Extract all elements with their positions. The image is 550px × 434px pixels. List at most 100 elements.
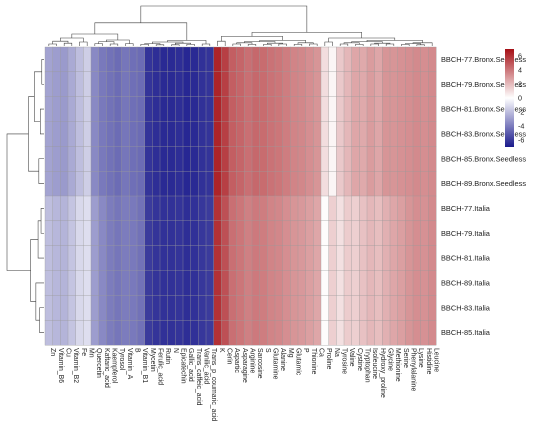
heatmap-cell <box>428 46 437 73</box>
heatmap-cell <box>382 245 391 271</box>
heatmap-cell <box>244 71 253 98</box>
column-label: K <box>218 348 225 353</box>
heatmap-cell <box>144 195 153 222</box>
heatmap-cell <box>106 121 115 147</box>
heatmap-cell <box>351 319 360 346</box>
heatmap-cell <box>159 295 169 321</box>
heatmap-cell <box>382 71 391 98</box>
heatmap-cell <box>351 170 360 197</box>
heatmap-cell <box>405 245 414 271</box>
column-label: Vitamin_B2 <box>72 348 79 383</box>
heatmap-cell <box>313 319 322 346</box>
heatmap-cell <box>190 146 199 172</box>
color-legend-tick: 0 <box>518 94 522 103</box>
heatmap-cell <box>190 319 199 346</box>
heatmap-cell <box>328 319 337 346</box>
heatmap-cell <box>397 295 406 321</box>
column-label: Vitamin_B6 <box>57 348 64 383</box>
heatmap-cell <box>190 245 199 271</box>
column-label: Fe <box>80 348 87 356</box>
dendrogram-branch <box>125 43 134 46</box>
heatmap-cell <box>144 270 153 296</box>
dendrogram-branch <box>41 59 44 85</box>
heatmap-cell <box>90 71 100 98</box>
heatmap-cell <box>328 170 337 197</box>
heatmap-cell <box>121 295 130 321</box>
heatmap-cell <box>205 220 215 247</box>
heatmap-cell <box>98 146 107 172</box>
heatmap-cell <box>121 270 130 296</box>
heatmap-cell <box>382 146 391 172</box>
heatmap-cell <box>305 121 314 147</box>
dendrogram-branch <box>79 41 88 46</box>
heatmap-cell <box>366 270 376 296</box>
heatmap-cell <box>129 170 138 197</box>
heatmap-cell <box>290 245 299 271</box>
heatmap-cell <box>182 96 192 122</box>
heatmap-cell <box>113 195 123 222</box>
heatmap-cell <box>428 245 437 271</box>
heatmap-cell <box>159 96 169 122</box>
heatmap-cell <box>397 270 406 296</box>
heatmap-cell <box>320 96 330 122</box>
heatmap-cell <box>343 170 353 197</box>
column-label: Tyrosol <box>118 348 125 371</box>
dendrogram-branch <box>39 307 44 333</box>
heatmap-cell <box>328 195 337 222</box>
heatmap-cell <box>343 220 353 247</box>
heatmap-cell <box>313 245 322 271</box>
heatmap-cell <box>67 96 77 122</box>
dendrogram-branch <box>30 239 39 302</box>
heatmap-cell <box>420 270 429 296</box>
heatmap-cell <box>121 319 130 346</box>
heatmap-cell <box>60 220 69 247</box>
heatmap-cell <box>336 195 345 222</box>
heatmap-cell <box>328 295 337 321</box>
heatmap-cell <box>405 319 414 346</box>
heatmap-cell <box>405 195 414 222</box>
heatmap-cell <box>290 170 299 197</box>
row-dendrogram <box>6 59 44 333</box>
heatmap-cell <box>175 96 184 122</box>
heatmap-cell <box>98 295 107 321</box>
heatmap-cell <box>297 46 307 73</box>
heatmap-cell <box>159 319 169 346</box>
dendrogram-branch <box>251 32 363 38</box>
heatmap-cell <box>228 220 238 247</box>
heatmap-cell <box>389 146 399 172</box>
heatmap-cell <box>75 170 84 197</box>
heatmap-cell <box>129 220 138 247</box>
heatmap-cell <box>106 46 115 73</box>
heatmap-cell <box>297 195 307 222</box>
heatmap-cell <box>106 96 115 122</box>
heatmap-cell <box>106 220 115 247</box>
heatmap-cell <box>198 71 207 98</box>
heatmap-cell <box>213 146 222 172</box>
heatmap-cell <box>290 195 299 222</box>
color-legend-tick: 6 <box>518 52 522 61</box>
heatmap-cell <box>267 46 276 73</box>
heatmap-cell <box>52 121 61 147</box>
heatmap-cell <box>67 245 77 271</box>
heatmap-cell <box>113 71 123 98</box>
heatmap-cell <box>152 146 161 172</box>
heatmap-cell <box>251 121 261 147</box>
heatmap-cell <box>382 96 391 122</box>
heatmap-cell <box>198 46 207 73</box>
heatmap-cell <box>251 270 261 296</box>
heatmap-cell <box>313 270 322 296</box>
column-label: Cystine <box>356 348 363 371</box>
heatmap-cell <box>60 170 69 197</box>
heatmap-cell <box>397 146 406 172</box>
heatmap-cell <box>420 46 429 73</box>
heatmap-cell <box>159 245 169 271</box>
heatmap-cell <box>420 195 429 222</box>
dendrogram-branch <box>385 43 395 46</box>
heatmap-cell <box>60 146 69 172</box>
heatmap-cell <box>221 170 230 197</box>
column-label: Valine <box>348 348 355 367</box>
heatmap-cell <box>182 71 192 98</box>
heatmap-cell <box>228 319 238 346</box>
heatmap-cell <box>328 121 337 147</box>
